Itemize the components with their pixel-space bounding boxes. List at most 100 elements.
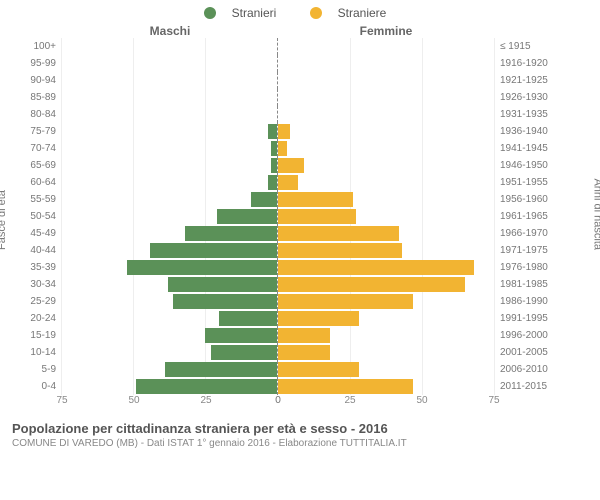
half-male bbox=[62, 157, 278, 174]
half-female bbox=[278, 327, 494, 344]
bar-female bbox=[278, 328, 330, 343]
age-label: 60-64 bbox=[0, 177, 62, 188]
legend: Stranieri Straniere bbox=[0, 0, 600, 24]
x-tick: 75 bbox=[488, 395, 499, 406]
age-label: 100+ bbox=[0, 41, 62, 52]
birth-label: 2011-2015 bbox=[494, 381, 556, 392]
half-male bbox=[62, 344, 278, 361]
pyramid-row: 20-24 1991-1995 bbox=[0, 310, 600, 327]
bar-male bbox=[136, 379, 277, 394]
pyramid-row: 80-84 1931-1935 bbox=[0, 106, 600, 123]
footer-title: Popolazione per cittadinanza straniera p… bbox=[12, 421, 588, 436]
half-male bbox=[62, 225, 278, 242]
x-ticks-left: 7550250 bbox=[62, 395, 278, 411]
column-headers: Maschi Femmine bbox=[0, 24, 600, 38]
birth-label: 1916-1920 bbox=[494, 58, 556, 69]
pyramid-row: 45-491966-1970 bbox=[0, 225, 600, 242]
bar-male bbox=[271, 158, 277, 173]
x-tick: 0 bbox=[275, 395, 281, 406]
chart-footer: Popolazione per cittadinanza straniera p… bbox=[0, 411, 600, 449]
x-tick: 75 bbox=[56, 395, 67, 406]
legend-label-female: Straniere bbox=[338, 6, 387, 20]
pyramid-row: 90-941921-1925 bbox=[0, 72, 600, 89]
legend-swatch-female bbox=[310, 7, 322, 19]
half-male bbox=[62, 361, 278, 378]
birth-label: 1961-1965 bbox=[494, 211, 556, 222]
half-female bbox=[278, 38, 494, 55]
pyramid-row: 15-191996-2000 bbox=[0, 327, 600, 344]
pyramid-row: 95-991916-1920 bbox=[0, 55, 600, 72]
bar-male bbox=[219, 311, 277, 326]
half-female bbox=[278, 361, 494, 378]
age-label: 50-54 bbox=[0, 211, 62, 222]
pyramid-row: 50-54 1961-1965 bbox=[0, 208, 600, 225]
pyramid-row: 85-891926-1930 bbox=[0, 89, 600, 106]
age-label: 10-14 bbox=[0, 347, 62, 358]
half-female bbox=[278, 174, 494, 191]
pyramid-row: 65-69 1946-1950 bbox=[0, 157, 600, 174]
birth-label: 1931-1935 bbox=[494, 109, 556, 120]
half-male bbox=[62, 72, 278, 89]
bar-male bbox=[127, 260, 277, 275]
bar-female bbox=[278, 260, 474, 275]
age-label: 90-94 bbox=[0, 75, 62, 86]
pyramid-chart: 100+ ≤ 1915 95-991916-192090-941921-192585… bbox=[0, 38, 600, 395]
bar-male bbox=[268, 124, 277, 139]
pyramid-row: 100+ ≤ 1915 bbox=[0, 38, 600, 55]
legend-label-male: Stranieri bbox=[232, 6, 277, 20]
legend-item-male: Stranieri bbox=[204, 6, 287, 20]
half-male bbox=[62, 293, 278, 310]
birth-label: 1991-1995 bbox=[494, 313, 556, 324]
age-label: 75-79 bbox=[0, 126, 62, 137]
x-axis: 7550250 0255075 bbox=[0, 395, 600, 411]
bar-female bbox=[278, 209, 356, 224]
bar-female bbox=[278, 345, 330, 360]
pyramid-row: 10-14 2001-2005 bbox=[0, 344, 600, 361]
birth-label: 1996-2000 bbox=[494, 330, 556, 341]
age-label: 80-84 bbox=[0, 109, 62, 120]
pyramid-row: 55-591956-1960 bbox=[0, 191, 600, 208]
bar-female bbox=[278, 243, 402, 258]
bar-male bbox=[205, 328, 277, 343]
birth-label: 1926-1930 bbox=[494, 92, 556, 103]
half-female bbox=[278, 276, 494, 293]
half-male bbox=[62, 327, 278, 344]
bar-male bbox=[185, 226, 277, 241]
age-label: 65-69 bbox=[0, 160, 62, 171]
birth-label: 2006-2010 bbox=[494, 364, 556, 375]
bar-male bbox=[211, 345, 277, 360]
birth-label: 1946-1950 bbox=[494, 160, 556, 171]
birth-label: 2001-2005 bbox=[494, 347, 556, 358]
birth-label: 1986-1990 bbox=[494, 296, 556, 307]
bar-female bbox=[278, 294, 413, 309]
half-female bbox=[278, 208, 494, 225]
age-label: 30-34 bbox=[0, 279, 62, 290]
half-female bbox=[278, 157, 494, 174]
legend-item-female: Straniere bbox=[310, 6, 397, 20]
age-label: 35-39 bbox=[0, 262, 62, 273]
half-female bbox=[278, 225, 494, 242]
half-male bbox=[62, 140, 278, 157]
half-female bbox=[278, 191, 494, 208]
bar-male bbox=[268, 175, 277, 190]
pyramid-row: 40-441971-1975 bbox=[0, 242, 600, 259]
half-male bbox=[62, 106, 278, 123]
half-female bbox=[278, 89, 494, 106]
x-tick: 50 bbox=[128, 395, 139, 406]
birth-label: ≤ 1915 bbox=[494, 41, 556, 52]
half-female bbox=[278, 72, 494, 89]
half-male bbox=[62, 378, 278, 395]
bar-female bbox=[278, 141, 287, 156]
pyramid-row: 70-741941-1945 bbox=[0, 140, 600, 157]
half-male bbox=[62, 174, 278, 191]
birth-label: 1956-1960 bbox=[494, 194, 556, 205]
half-female bbox=[278, 378, 494, 395]
chart-container: Stranieri Straniere Maschi Femmine Fasce… bbox=[0, 0, 600, 500]
pyramid-row: 75-791936-1940 bbox=[0, 123, 600, 140]
pyramid-row: 30-341981-1985 bbox=[0, 276, 600, 293]
age-label: 25-29 bbox=[0, 296, 62, 307]
age-label: 20-24 bbox=[0, 313, 62, 324]
age-label: 70-74 bbox=[0, 143, 62, 154]
half-male bbox=[62, 123, 278, 140]
bar-male bbox=[217, 209, 277, 224]
